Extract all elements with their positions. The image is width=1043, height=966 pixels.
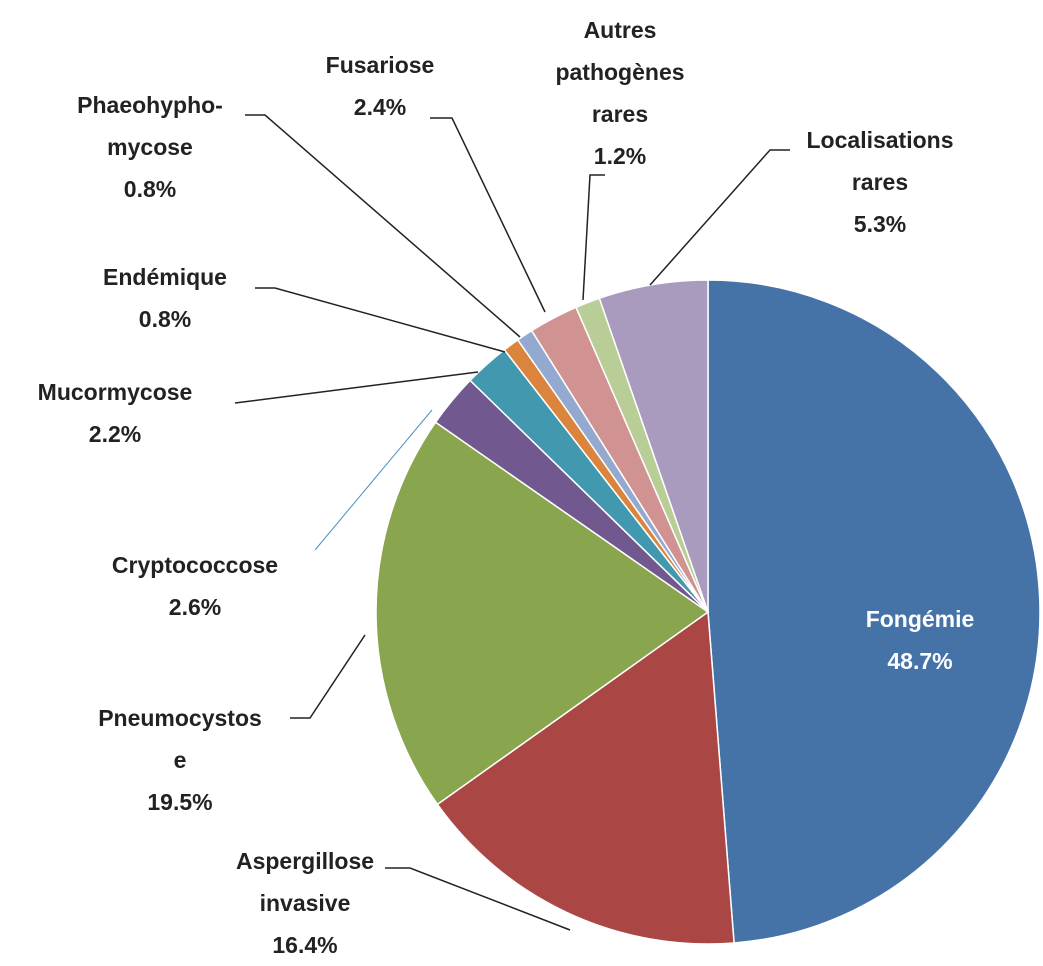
- category-label: Pneumocystos e: [98, 705, 262, 773]
- leader-line: [649, 149, 790, 286]
- slice-label: Fongémie 48.7%: [866, 598, 975, 682]
- category-label: Fusariose: [325, 52, 435, 78]
- slice-label: Cryptococcose 2.6%: [112, 544, 278, 628]
- category-label: Cryptococcose: [111, 552, 279, 578]
- value-label: 2.4%: [353, 94, 407, 120]
- slice-label: Fusariose 2.4%: [326, 44, 435, 128]
- leader-line: [582, 174, 605, 301]
- slice-label: Mucormycose 2.2%: [38, 371, 193, 455]
- slice-label: Autres pathogènes rares 1.2%: [555, 9, 684, 177]
- leader-line: [385, 867, 571, 931]
- value-label: 2.6%: [168, 594, 222, 620]
- value-label: 1.2%: [593, 143, 647, 169]
- slice-label: Localisations rares 5.3%: [807, 119, 954, 245]
- leader-line: [245, 114, 521, 338]
- pie-slice: [436, 610, 735, 945]
- category-label: Mucormycose: [37, 379, 193, 405]
- category-label: Localisations rares: [806, 127, 954, 195]
- category-label: Autres pathogènes rares: [555, 17, 685, 127]
- leader-line: [234, 371, 479, 404]
- category-label: Endémique: [103, 264, 227, 290]
- pie-slice: [598, 279, 709, 613]
- value-label: 2.2%: [88, 421, 142, 447]
- slice-label: Aspergillose invasive 16.4%: [236, 840, 374, 966]
- slice-label: Pneumocystos e 19.5%: [98, 697, 262, 823]
- slice-label: Phaeohypho- mycose 0.8%: [77, 84, 223, 210]
- category-label: Phaeohypho- mycose: [77, 92, 223, 160]
- value-label: 16.4%: [272, 932, 338, 958]
- category-label: Fongémie: [865, 606, 975, 632]
- slice-label: Endémique 0.8%: [103, 256, 227, 340]
- value-label: 5.3%: [853, 211, 907, 237]
- pie-slice: [707, 279, 1041, 944]
- category-label: Aspergillose invasive: [235, 848, 375, 916]
- value-label: 48.7%: [887, 648, 953, 674]
- leader-line: [430, 117, 546, 313]
- value-label: 0.8%: [138, 306, 192, 332]
- value-label: 0.8%: [123, 176, 177, 202]
- leader-line: [290, 634, 366, 719]
- leader-line: [255, 287, 506, 353]
- leader-line: [314, 409, 433, 551]
- pie-slice: [375, 421, 710, 806]
- value-label: 19.5%: [147, 789, 213, 815]
